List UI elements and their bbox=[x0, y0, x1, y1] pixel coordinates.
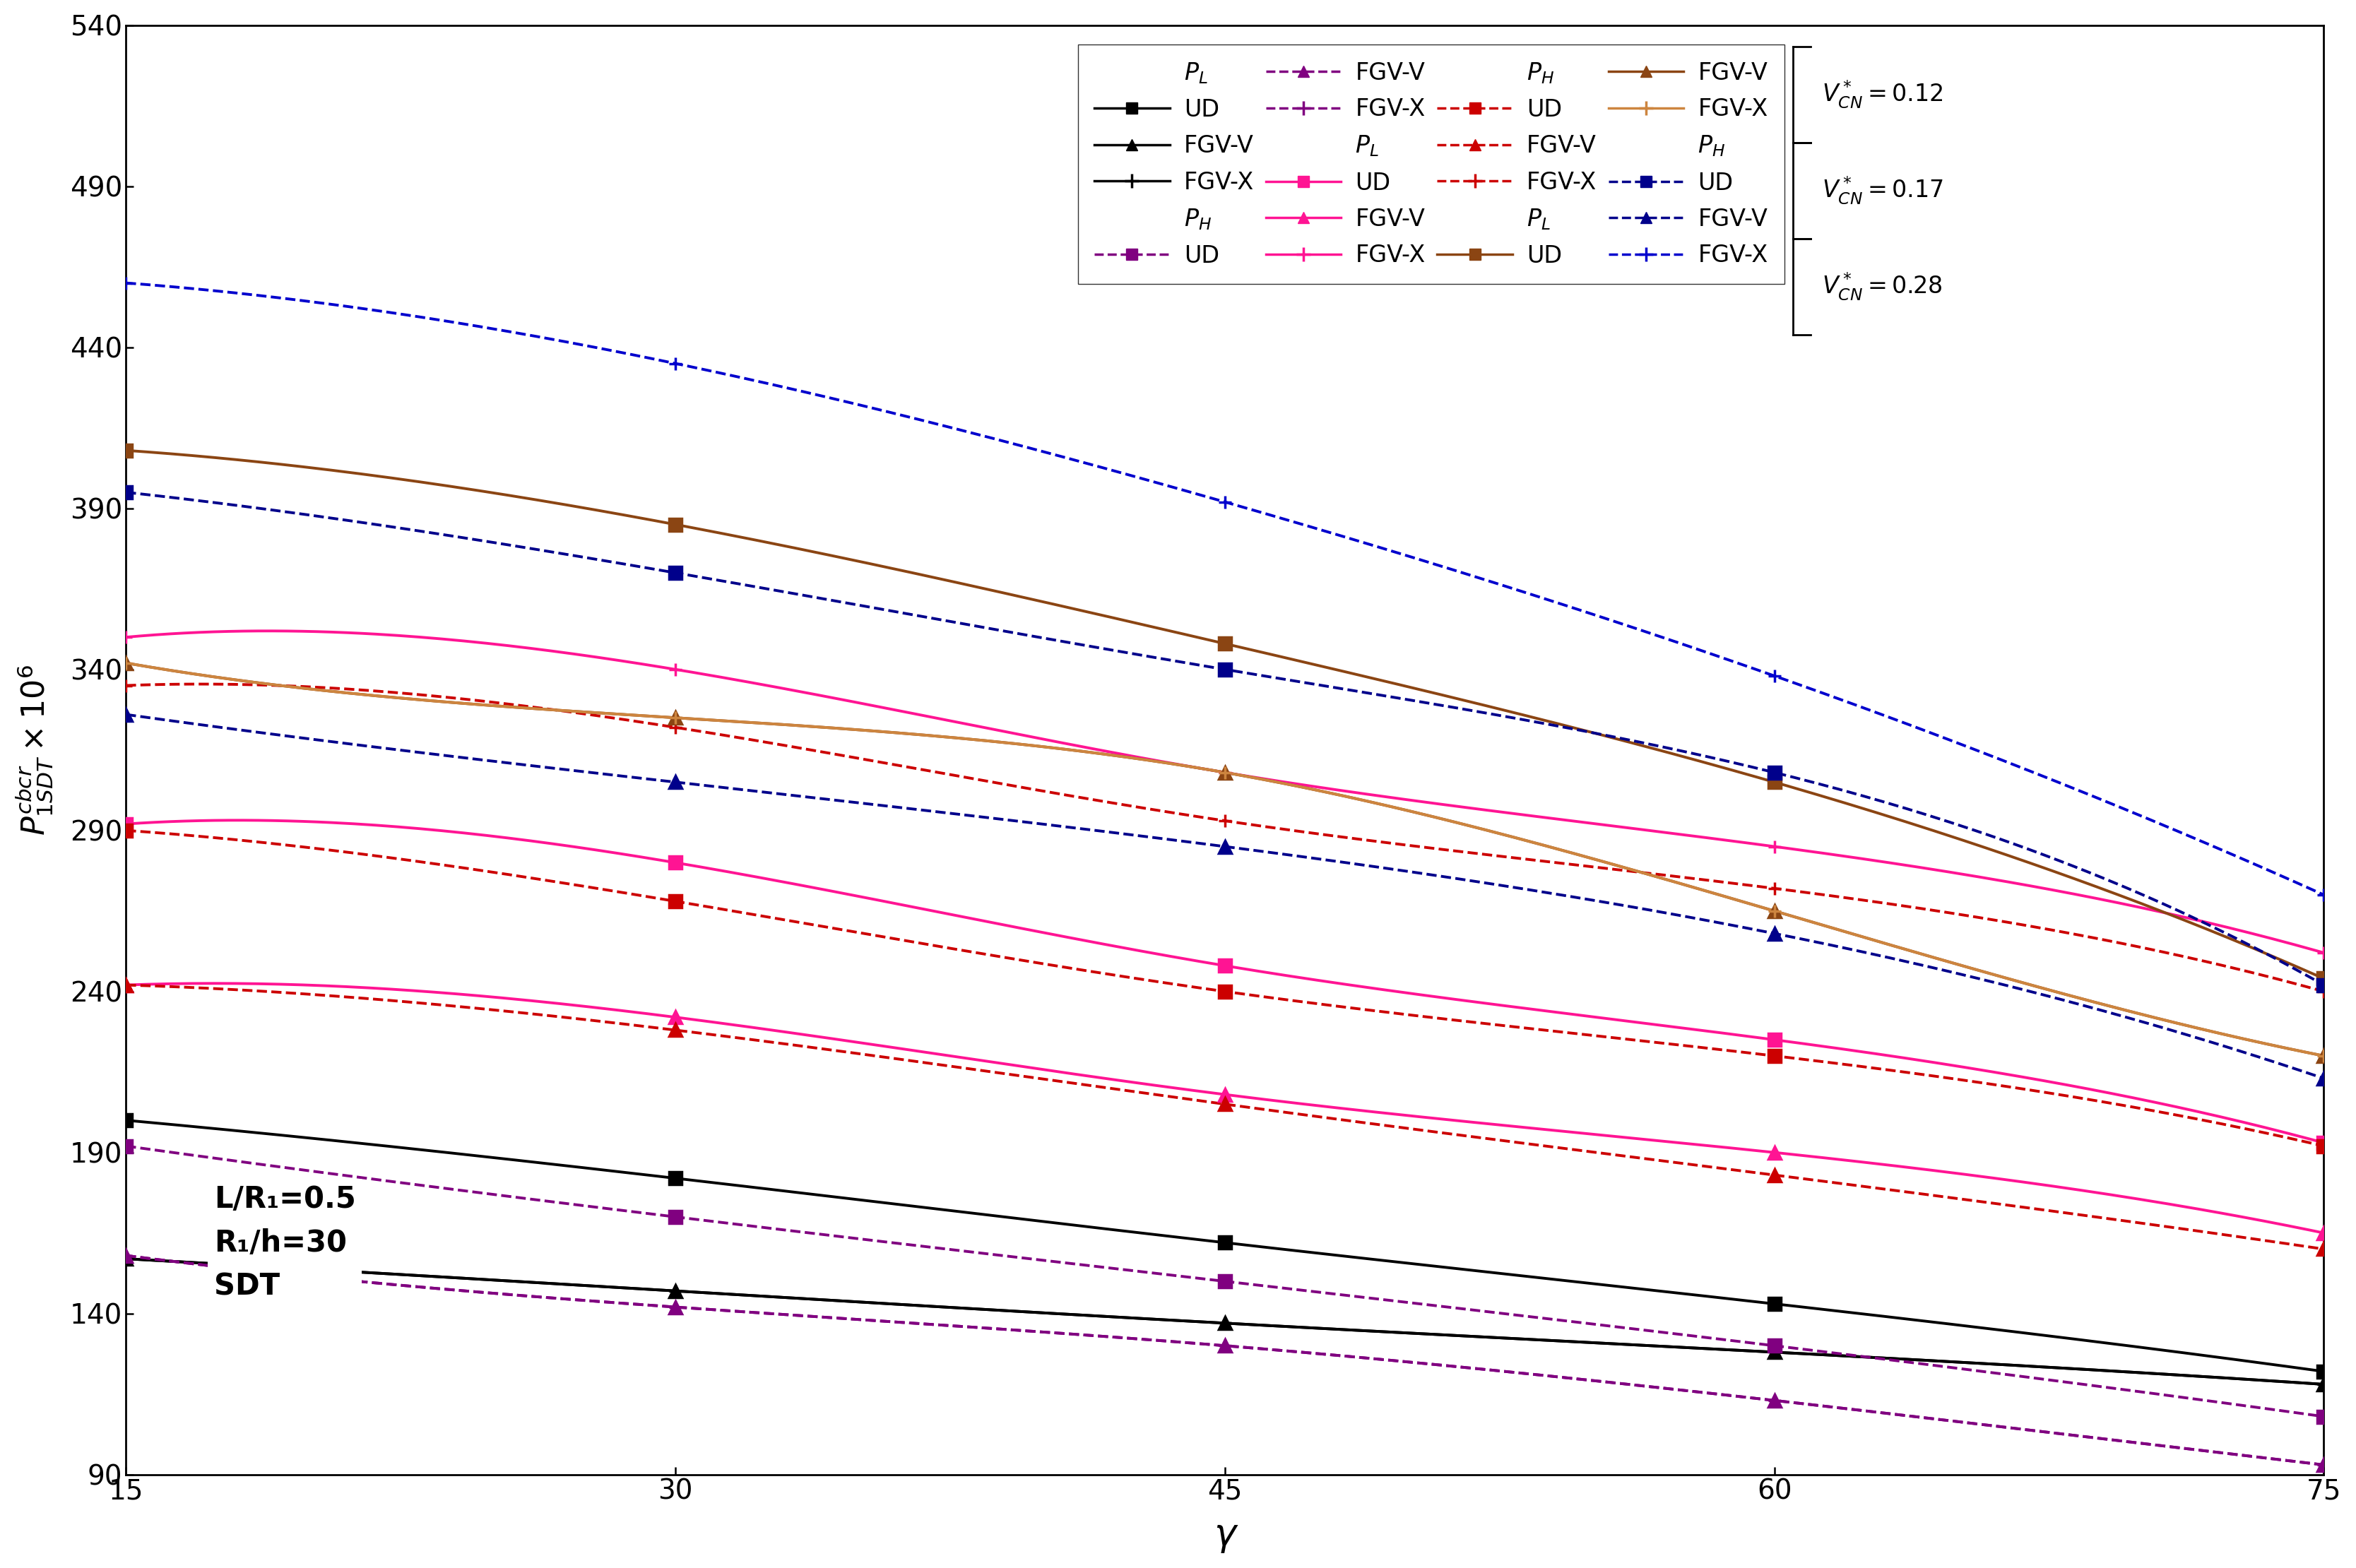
Y-axis label: $P_{1SDT}^{cbcr}\times10^6$: $P_{1SDT}^{cbcr}\times10^6$ bbox=[14, 665, 54, 836]
X-axis label: γ: γ bbox=[1213, 1516, 1237, 1554]
Text: $V^*_{CN}=0.28$: $V^*_{CN}=0.28$ bbox=[1821, 271, 1941, 303]
Text: $V^*_{CN}=0.12$: $V^*_{CN}=0.12$ bbox=[1821, 78, 1944, 110]
Text: $V^*_{CN}=0.17$: $V^*_{CN}=0.17$ bbox=[1821, 176, 1944, 207]
Legend: $P_L$, UD, FGV-V, FGV-X, $P_H$, UD, FGV-V, FGV-X, $P_L$, UD, FGV-V, FGV-X, $P_H$: $P_L$, UD, FGV-V, FGV-X, $P_H$, UD, FGV-… bbox=[1077, 44, 1783, 284]
Text: L/R₁=0.5
R₁/h=30
SDT: L/R₁=0.5 R₁/h=30 SDT bbox=[214, 1185, 356, 1301]
